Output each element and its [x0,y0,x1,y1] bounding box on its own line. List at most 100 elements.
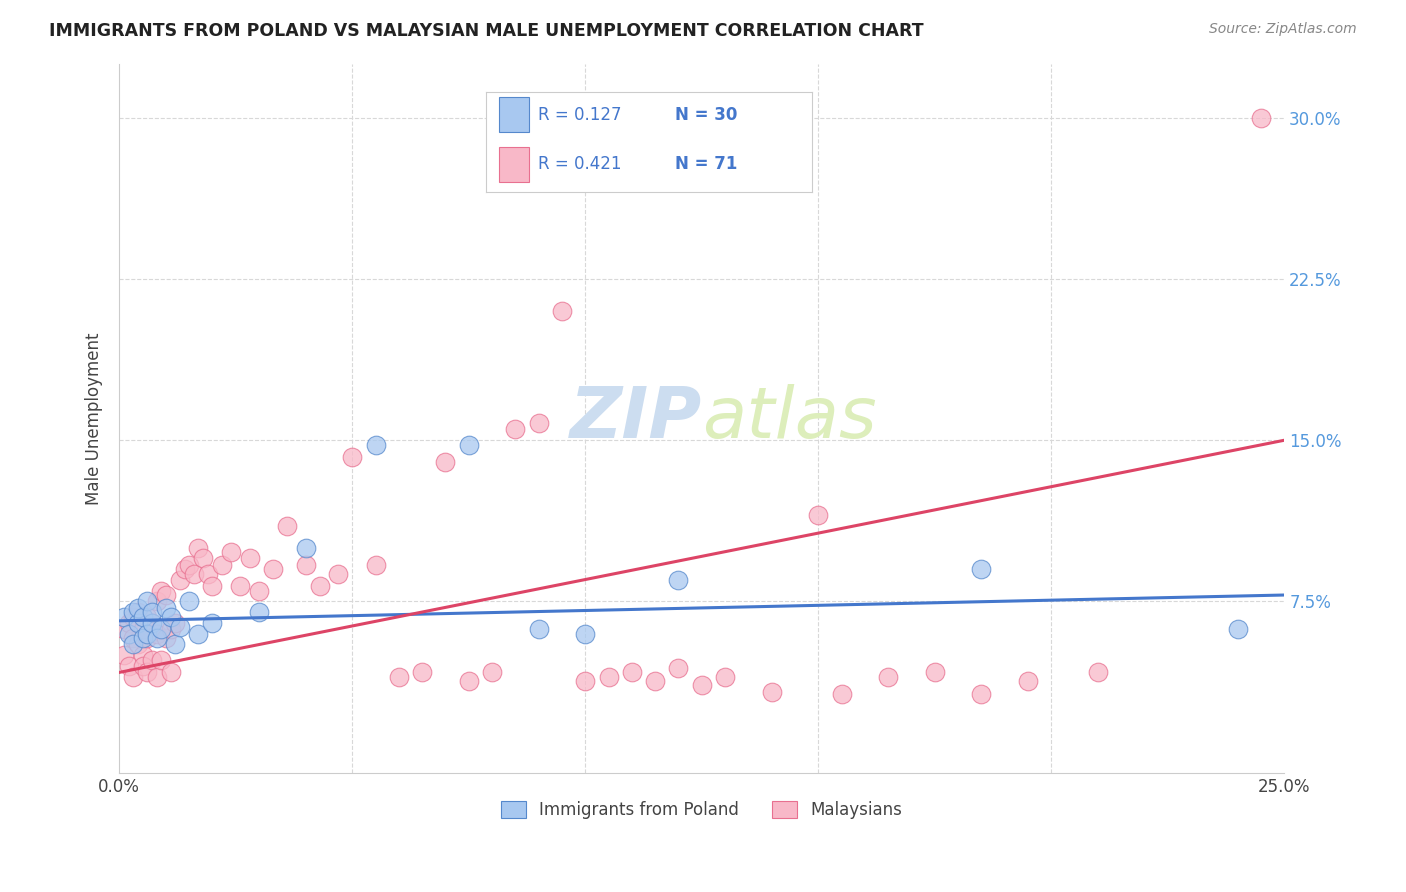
Point [276,519,298,533]
Point [807,508,830,523]
Point [117,626,139,640]
Point [187,541,209,555]
Point [165,615,187,630]
Point [551,304,574,318]
Point [191,551,214,566]
Point [229,579,252,593]
Point [122,637,145,651]
Point [219,545,242,559]
Point [294,558,316,572]
Text: atlas: atlas [702,384,876,453]
Point [141,615,163,630]
Point [527,623,550,637]
Point [141,652,163,666]
Point [1226,623,1249,637]
Point [457,437,479,451]
Point [155,588,177,602]
Point [122,670,145,684]
Point [187,626,209,640]
Legend: Immigrants from Poland, Malaysians: Immigrants from Poland, Malaysians [495,794,910,825]
Point [328,566,350,581]
Point [122,605,145,619]
Point [136,631,159,645]
Y-axis label: Male Unemployment: Male Unemployment [86,333,103,505]
Point [159,623,181,637]
Point [388,670,411,684]
Point [668,573,690,587]
Point [1250,111,1272,125]
Point [141,615,163,630]
Point [201,579,224,593]
Point [122,609,145,624]
Point [690,678,713,692]
Point [150,583,173,598]
Point [262,562,284,576]
Point [481,665,503,680]
Point [434,455,457,469]
Point [457,673,479,688]
Point [131,659,153,673]
Point [197,566,219,581]
Point [165,637,187,651]
Point [211,558,233,572]
Point [239,551,262,566]
Point [159,665,181,680]
Point [145,631,167,645]
Point [342,450,364,465]
Point [574,673,596,688]
Point [574,626,596,640]
Point [1087,665,1109,680]
Point [127,601,149,615]
Text: Source: ZipAtlas.com: Source: ZipAtlas.com [1209,22,1357,37]
Point [924,665,946,680]
Point [122,631,145,645]
Point [598,670,620,684]
Point [112,623,135,637]
Point [527,416,550,430]
Point [970,562,993,576]
Point [644,673,666,688]
Point [620,665,643,680]
Point [155,601,177,615]
Text: ZIP: ZIP [569,384,702,453]
Point [364,437,387,451]
Point [294,541,316,555]
Point [159,609,181,624]
Point [131,609,153,624]
Point [201,615,224,630]
Point [131,623,153,637]
Point [831,687,853,701]
Point [127,637,149,651]
Point [136,594,159,608]
Point [155,631,177,645]
Point [145,670,167,684]
Point [141,605,163,619]
Point [127,605,149,619]
Point [364,558,387,572]
Point [668,661,690,675]
Point [970,687,993,701]
Point [131,631,153,645]
Point [714,670,737,684]
Point [505,422,527,436]
Point [112,609,135,624]
Point [247,605,270,619]
Point [179,558,201,572]
Point [411,665,433,680]
Point [308,579,330,593]
Point [136,609,159,624]
Point [150,623,173,637]
Text: IMMIGRANTS FROM POLAND VS MALAYSIAN MALE UNEMPLOYMENT CORRELATION CHART: IMMIGRANTS FROM POLAND VS MALAYSIAN MALE… [49,22,924,40]
Point [145,626,167,640]
Point [877,670,900,684]
Point [183,566,205,581]
Point [169,573,191,587]
Point [136,626,159,640]
Point [112,648,135,663]
Point [761,685,783,699]
Point [117,615,139,630]
Point [150,652,173,666]
Point [247,583,270,598]
Point [117,659,139,673]
Point [169,620,191,634]
